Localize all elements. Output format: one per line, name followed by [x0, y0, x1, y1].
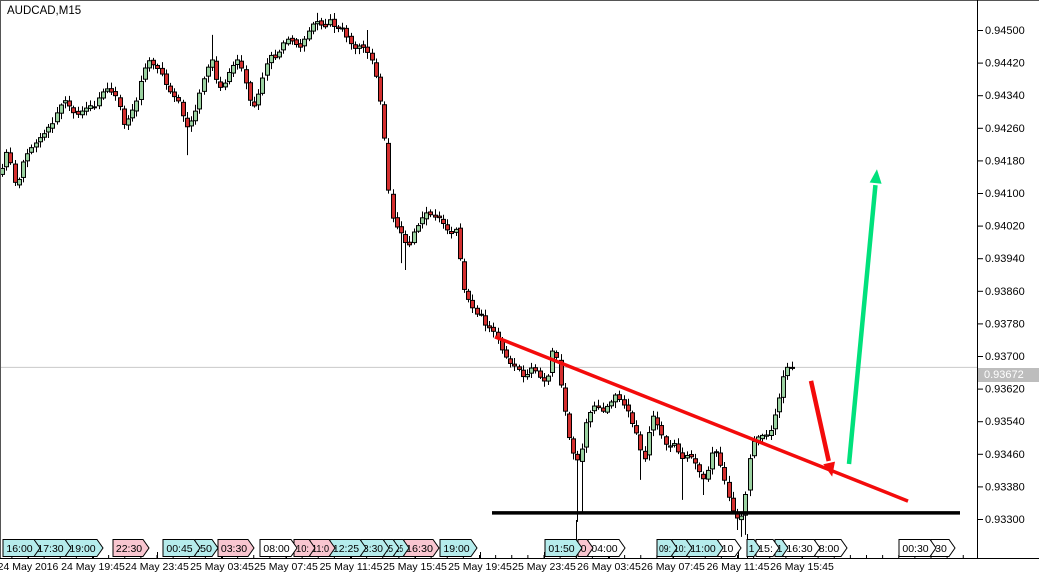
- svg-text:0.93300: 0.93300: [985, 514, 1025, 526]
- svg-text:26 May 07:45: 26 May 07:45: [641, 561, 705, 573]
- svg-text:16:30: 16:30: [406, 543, 433, 555]
- svg-text:03:30: 03:30: [221, 543, 247, 555]
- green-up-arrow[interactable]: [846, 169, 882, 465]
- time-tag[interactable]: 12:25: [329, 539, 367, 557]
- svg-text:24 May 23:45: 24 May 23:45: [125, 561, 189, 573]
- svg-text:0.93780: 0.93780: [985, 318, 1025, 330]
- current-price-badge: 0.93672: [978, 368, 1039, 382]
- svg-text:24 May 2016: 24 May 2016: [0, 561, 59, 573]
- svg-text:26 May 11:45: 26 May 11:45: [707, 561, 770, 573]
- time-tag[interactable]: 3:30: [360, 539, 390, 557]
- red-down-arrow[interactable]: [808, 380, 835, 477]
- svg-text:16:30: 16:30: [786, 543, 812, 555]
- svg-text:09:: 09:: [659, 543, 671, 555]
- svg-text::5: :5: [386, 543, 393, 555]
- time-tag[interactable]: 16:30: [403, 539, 440, 557]
- svg-text:0.94260: 0.94260: [985, 123, 1025, 135]
- time-tag[interactable]: 22:30: [112, 539, 150, 557]
- svg-text:1: 1: [777, 543, 783, 555]
- time-tag[interactable]: 03:30: [217, 539, 255, 557]
- svg-text:10:: 10:: [674, 543, 686, 555]
- time-tag[interactable]: 09:: [656, 539, 678, 557]
- svg-text:0.93540: 0.93540: [985, 416, 1025, 428]
- time-tag[interactable]: 16:00: [2, 539, 41, 557]
- svg-text:11:0: 11:0: [312, 543, 329, 555]
- svg-text:12:25: 12:25: [333, 543, 359, 555]
- time-tag[interactable]: 08:00: [259, 539, 298, 557]
- price-scale[interactable]: 0.94500 0.94420 0.94340 0.94260 0.94180 0.941…: [978, 25, 1025, 526]
- svg-text:0.94340: 0.94340: [985, 90, 1025, 102]
- svg-text:11:00: 11:00: [690, 543, 716, 555]
- time-tag[interactable]: 11:00: [686, 539, 724, 557]
- svg-text:00:30: 00:30: [902, 543, 928, 555]
- svg-text:0: 0: [581, 543, 587, 555]
- time-tag[interactable]: 10:: [293, 539, 316, 557]
- chart-symbol-label: AUDCAD,M15: [7, 5, 82, 17]
- svg-text:8:00: 8:00: [819, 543, 840, 555]
- time-tag[interactable]: 10:: [671, 539, 693, 557]
- svg-text:25 May 07:45: 25 May 07:45: [254, 561, 318, 573]
- time-tag[interactable]: 00:45: [162, 539, 201, 557]
- time-tag[interactable]: 16:30: [782, 539, 821, 557]
- svg-text:10:: 10:: [296, 543, 309, 555]
- svg-text:1: 1: [749, 543, 755, 555]
- svg-text:0.94180: 0.94180: [985, 155, 1025, 167]
- svg-text:08:00: 08:00: [263, 543, 289, 555]
- svg-text:19:00: 19:00: [443, 543, 469, 555]
- time-tag[interactable]: 01:50: [544, 539, 583, 557]
- svg-text:15:: 15:: [758, 543, 773, 555]
- svg-text:26 May 03:45: 26 May 03:45: [577, 561, 641, 573]
- time-tag[interactable]: 04:00: [587, 539, 626, 557]
- time-tag[interactable]: 17:30: [33, 539, 72, 557]
- time-tag[interactable]: 1: [746, 539, 761, 557]
- svg-text:01:50: 01:50: [548, 543, 574, 555]
- svg-text:3:30: 3:30: [363, 543, 383, 555]
- svg-text:25 May 19:45: 25 May 19:45: [448, 561, 512, 573]
- svg-text:16:00: 16:00: [6, 543, 32, 555]
- svg-text:25 May 23:45: 25 May 23:45: [512, 561, 576, 573]
- svg-text:17:30: 17:30: [37, 543, 63, 555]
- svg-text:30: 30: [935, 543, 947, 555]
- svg-text:19:00: 19:00: [69, 543, 95, 555]
- svg-text:26 May 15:45: 26 May 15:45: [770, 561, 834, 573]
- svg-text:0.94020: 0.94020: [985, 221, 1025, 233]
- time-tag[interactable]: 00:30: [898, 539, 937, 557]
- svg-text:24 May 19:45: 24 May 19:45: [61, 561, 125, 573]
- svg-text:0.93860: 0.93860: [985, 286, 1025, 298]
- time-tag[interactable]: 19:00: [439, 539, 478, 557]
- svg-text:0.93700: 0.93700: [985, 351, 1025, 363]
- svg-text:0.93940: 0.93940: [985, 253, 1025, 265]
- svg-text:0.94100: 0.94100: [985, 188, 1025, 200]
- svg-text:25 May 03:45: 25 May 03:45: [190, 561, 254, 573]
- chart-plot-area[interactable]: [1, 12, 795, 537]
- svg-text:25 May 15:45: 25 May 15:45: [383, 561, 447, 573]
- svg-text::50: :50: [197, 543, 212, 555]
- time-tag-row: 3000:308:0016:30115:11011:0010:09:04:000…: [2, 539, 956, 557]
- svg-text:10: 10: [722, 543, 734, 555]
- svg-text:22:30: 22:30: [116, 543, 142, 555]
- svg-text:0.94500: 0.94500: [985, 25, 1025, 37]
- svg-text:00:45: 00:45: [166, 543, 192, 555]
- svg-text:25 May 11:45: 25 May 11:45: [320, 561, 383, 573]
- svg-text:0.93620: 0.93620: [985, 384, 1025, 396]
- trendline-object[interactable]: [494, 335, 909, 503]
- svg-text:0.93380: 0.93380: [985, 481, 1025, 493]
- svg-text:0.94420: 0.94420: [985, 58, 1025, 70]
- time-scale[interactable]: 24 May 2016 24 May 19:45 24 May 23:45 25 Ma…: [0, 520, 964, 573]
- svg-text:15: 15: [396, 543, 403, 555]
- svg-text:04:00: 04:00: [591, 543, 617, 555]
- time-tag[interactable]: 8:00: [814, 539, 848, 557]
- svg-text:0.93460: 0.93460: [985, 449, 1025, 461]
